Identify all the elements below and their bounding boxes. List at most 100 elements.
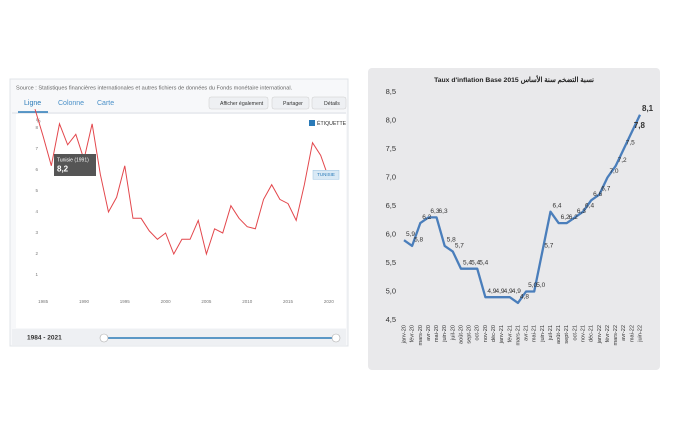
x-tick-label: juin-20 — [442, 325, 448, 343]
range-label: 1984 - 2021 — [27, 335, 62, 342]
x-tick-label: avr-20 — [426, 325, 432, 341]
data-label: 6,4 — [552, 202, 561, 209]
y-tick-label: 8,5 — [386, 87, 396, 96]
x-tick-label: janv-21 — [499, 325, 505, 344]
x-tick-label: mai-21 — [532, 325, 538, 342]
x-tick-label: 2015 — [283, 299, 294, 304]
tab[interactable]: Colonne — [58, 100, 84, 107]
data-label: 4,9 — [496, 288, 505, 295]
button-label[interactable]: Afficher également — [220, 101, 264, 107]
y-tick-label: 7,0 — [386, 172, 396, 181]
tooltip-value: 8,2 — [57, 165, 69, 174]
data-label: 6,6 — [593, 191, 602, 198]
y-tick-label: 3 — [35, 230, 38, 235]
x-tick-label: mai-22 — [629, 325, 635, 342]
x-tick-label: oct-21 — [572, 325, 578, 341]
button[interactable] — [311, 96, 347, 110]
x-tick-label: avr-21 — [524, 325, 530, 341]
x-tick-label: 2000 — [161, 299, 172, 304]
x-tick-label: janv-20 — [401, 325, 407, 344]
y-tick-label: 6 — [35, 167, 38, 172]
data-label: 4,9 — [487, 288, 496, 295]
button[interactable] — [208, 96, 269, 110]
data-label: 6,7 — [601, 185, 610, 192]
x-tick-label: 2020 — [324, 299, 335, 304]
button-label[interactable]: Partager — [283, 101, 303, 107]
series-line — [403, 114, 642, 305]
y-tick-label: 6,5 — [386, 201, 396, 210]
data-label: 7,5 — [626, 140, 635, 147]
x-tick-label: 1985 — [38, 299, 49, 304]
slider-handle[interactable] — [99, 333, 109, 343]
x-tick-label: nov-21 — [581, 325, 587, 342]
data-label: 6,3 — [430, 208, 439, 215]
x-tick-label: oct-20 — [475, 325, 481, 341]
range-bar — [12, 329, 346, 345]
x-tick-label: 2005 — [201, 299, 212, 304]
chart-title: Taux d'inflation Base 2015 نسبة التضخم س… — [434, 74, 594, 84]
data-label: 6,3 — [439, 208, 448, 215]
x-tick-label: mars-20 — [418, 325, 424, 346]
series-label: TUNISIE — [317, 172, 335, 177]
data-label: 5,0 — [528, 282, 537, 289]
x-tick-label: févr-21 — [507, 325, 513, 342]
x-tick-label: déc-20 — [491, 325, 497, 342]
x-tick-label: déc-21 — [589, 325, 595, 342]
y-tick-label: 8,0 — [386, 115, 396, 124]
data-label: 5,7 — [455, 242, 464, 249]
data-label: 6,4 — [585, 202, 594, 209]
plot-bg — [16, 114, 346, 328]
data-label: 7,2 — [618, 157, 627, 164]
data-label: 4,9 — [512, 288, 521, 295]
data-label: 5,7 — [544, 242, 553, 249]
x-tick-label: juin-21 — [540, 325, 546, 343]
tab[interactable]: Ligne — [24, 100, 41, 107]
x-tick-label: juil-21 — [548, 325, 554, 341]
x-tick-label: 1990 — [79, 299, 90, 304]
checkbox[interactable] — [309, 120, 315, 126]
y-tick-label: 1 — [35, 272, 38, 277]
series-line — [34, 108, 338, 256]
x-tick-label: sept-20 — [467, 325, 473, 344]
x-tick-label: mars-22 — [613, 325, 619, 346]
x-tick-label: févr-20 — [410, 325, 416, 342]
y-tick-label: 8 — [35, 125, 38, 130]
slider-handle[interactable] — [331, 333, 341, 343]
y-tick-label: 5,0 — [386, 286, 396, 295]
button-label[interactable]: Détails — [324, 101, 340, 107]
series-label-bg — [312, 170, 340, 180]
right-panel — [368, 68, 660, 370]
data-label: 5,0 — [536, 282, 545, 289]
data-label: 5,8 — [447, 237, 456, 244]
x-tick-label: juil-20 — [450, 325, 456, 341]
x-tick-label: sept-21 — [564, 325, 570, 344]
data-label: 5,4 — [463, 259, 472, 266]
x-tick-label: févr-22 — [605, 325, 611, 342]
y-tick-label: 7,5 — [386, 144, 396, 153]
x-tick-label: août-21 — [556, 325, 562, 344]
data-label: 5,4 — [479, 259, 488, 266]
tab[interactable]: Carte — [97, 100, 114, 107]
y-tick-label: 4,5 — [386, 315, 396, 324]
data-label: 5,8 — [414, 237, 423, 244]
data-label: 8,1 — [642, 104, 654, 113]
button[interactable] — [271, 96, 310, 110]
x-tick-label: août-20 — [458, 325, 464, 344]
checkbox-label[interactable]: ÉTIQUETTE — [317, 120, 347, 127]
x-tick-label: nov-20 — [483, 325, 489, 342]
data-label: 6,2 — [422, 214, 431, 221]
y-tick-label: 4 — [35, 209, 38, 214]
data-label: 7,0 — [609, 168, 618, 175]
y-tick-label: 2 — [35, 251, 38, 256]
data-label: 6,2 — [569, 214, 578, 221]
y-tick-label: 5,5 — [386, 258, 396, 267]
data-label: 7,8 — [634, 121, 646, 130]
data-label: 4,8 — [520, 294, 529, 301]
x-tick-label: 2010 — [242, 299, 253, 304]
source: Source : Statistiques financières intern… — [16, 85, 293, 91]
x-tick-label: avr-22 — [621, 325, 627, 341]
tooltip-title: Tunisie (1991) — [57, 157, 89, 163]
y-tick-label: 7 — [35, 146, 38, 151]
data-label: 5,9 — [406, 231, 415, 238]
